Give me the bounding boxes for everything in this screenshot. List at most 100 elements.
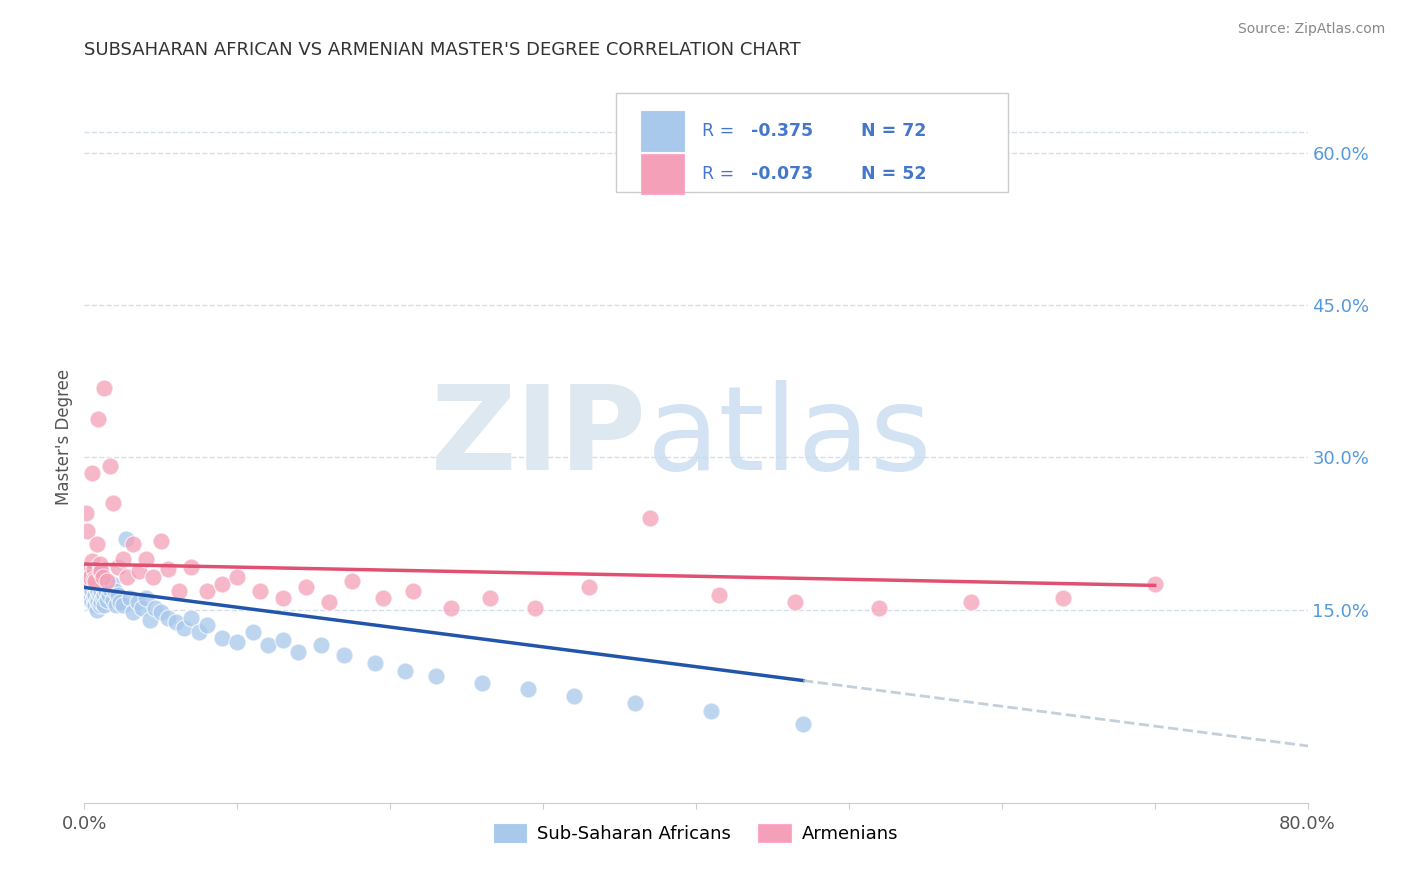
Point	[83, 581, 105, 595]
Point	[107, 588, 129, 602]
Point	[371, 591, 394, 605]
Point	[77, 574, 100, 589]
Point	[84, 598, 107, 612]
Point	[707, 588, 730, 602]
Point	[135, 552, 157, 566]
Point	[108, 595, 131, 609]
Point	[84, 574, 107, 589]
FancyBboxPatch shape	[616, 94, 1008, 192]
Point	[173, 621, 195, 635]
Point	[287, 645, 309, 659]
Point	[77, 588, 100, 602]
Point	[107, 560, 129, 574]
Text: -0.375: -0.375	[751, 122, 813, 140]
Point	[89, 557, 111, 571]
Point	[131, 600, 153, 615]
Point	[101, 577, 124, 591]
Point	[157, 562, 180, 576]
Point	[120, 591, 142, 605]
Point	[524, 600, 547, 615]
Point	[257, 638, 280, 652]
Point	[77, 564, 100, 578]
Point	[96, 574, 118, 589]
Point	[149, 533, 172, 548]
Point	[79, 581, 101, 595]
Point	[79, 570, 101, 584]
Point	[76, 524, 98, 538]
Point	[98, 458, 121, 473]
Text: N = 72: N = 72	[860, 122, 927, 140]
Point	[869, 600, 891, 615]
Point	[111, 552, 134, 566]
Point	[80, 574, 103, 589]
Point	[114, 532, 136, 546]
Point	[83, 562, 105, 576]
Point	[91, 591, 114, 605]
Point	[93, 598, 115, 612]
Point	[578, 581, 600, 595]
Point	[226, 570, 249, 584]
Point	[90, 564, 112, 578]
Point	[180, 560, 202, 574]
Point	[105, 598, 128, 612]
Point	[98, 582, 121, 597]
Point	[89, 577, 111, 591]
Legend: Sub-Saharan Africans, Armenians: Sub-Saharan Africans, Armenians	[485, 815, 907, 852]
Point	[785, 595, 807, 609]
Point	[139, 613, 162, 627]
Point	[93, 381, 115, 395]
FancyBboxPatch shape	[641, 154, 683, 194]
Point	[83, 572, 105, 586]
Point	[195, 584, 218, 599]
Point	[93, 588, 115, 602]
Point	[87, 584, 110, 599]
Point	[122, 537, 145, 551]
Point	[127, 595, 149, 609]
Point	[87, 412, 110, 426]
Point	[76, 572, 98, 586]
Point	[115, 570, 138, 584]
Point	[211, 632, 233, 646]
Point	[75, 506, 97, 520]
Point	[103, 592, 125, 607]
Point	[80, 595, 103, 609]
Point	[249, 584, 271, 599]
Point	[90, 595, 112, 609]
Point	[80, 584, 103, 599]
Text: R =: R =	[702, 122, 740, 140]
Point	[516, 681, 538, 696]
Point	[364, 656, 387, 670]
Point	[1052, 591, 1074, 605]
Point	[77, 577, 100, 591]
Point	[90, 584, 112, 599]
Point	[471, 676, 494, 690]
Point	[89, 598, 111, 612]
Point	[295, 581, 318, 595]
Point	[333, 648, 356, 663]
Point	[86, 603, 108, 617]
Text: SUBSAHARAN AFRICAN VS ARMENIAN MASTER'S DEGREE CORRELATION CHART: SUBSAHARAN AFRICAN VS ARMENIAN MASTER'S …	[84, 41, 801, 59]
Point	[242, 625, 264, 640]
Point	[478, 591, 501, 605]
Point	[394, 664, 416, 678]
Point	[89, 588, 111, 602]
Point	[440, 600, 463, 615]
Point	[86, 582, 108, 597]
Point	[83, 598, 105, 612]
Point	[165, 615, 187, 629]
Point	[624, 696, 647, 710]
Point	[638, 511, 661, 525]
Point	[122, 605, 145, 619]
Y-axis label: Master's Degree: Master's Degree	[55, 369, 73, 505]
Point	[83, 591, 105, 605]
Point	[226, 635, 249, 649]
Point	[402, 584, 425, 599]
Point	[97, 588, 120, 602]
Text: Source: ZipAtlas.com: Source: ZipAtlas.com	[1237, 22, 1385, 37]
Point	[700, 705, 723, 719]
Text: -0.073: -0.073	[751, 165, 813, 183]
Point	[96, 592, 118, 607]
Point	[340, 574, 363, 589]
Point	[425, 669, 447, 683]
Point	[157, 611, 180, 625]
